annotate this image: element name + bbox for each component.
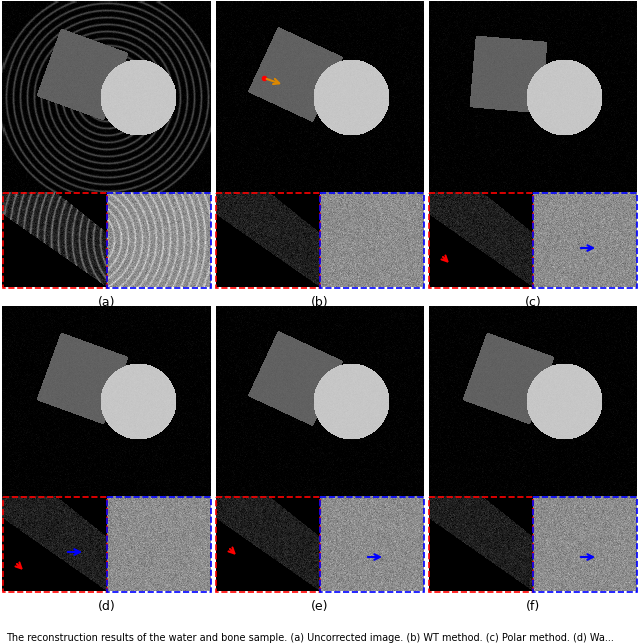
Text: (c): (c) — [525, 296, 541, 309]
Text: The reconstruction results of the water and bone sample. (a) Uncorrected image. : The reconstruction results of the water … — [6, 632, 614, 643]
Bar — [319, 497, 424, 591]
Text: (b): (b) — [311, 296, 329, 309]
Text: (a): (a) — [99, 296, 116, 309]
Text: (f): (f) — [526, 600, 540, 613]
Bar — [429, 193, 532, 287]
Bar — [532, 193, 637, 287]
Bar — [3, 193, 106, 287]
Bar — [106, 497, 211, 591]
Bar — [319, 193, 424, 287]
Text: (d): (d) — [98, 600, 116, 613]
Bar — [532, 497, 637, 591]
Bar — [3, 497, 106, 591]
Bar — [429, 497, 532, 591]
Bar — [216, 193, 319, 287]
Text: (e): (e) — [311, 600, 329, 613]
Bar — [216, 497, 319, 591]
Bar — [106, 193, 211, 287]
